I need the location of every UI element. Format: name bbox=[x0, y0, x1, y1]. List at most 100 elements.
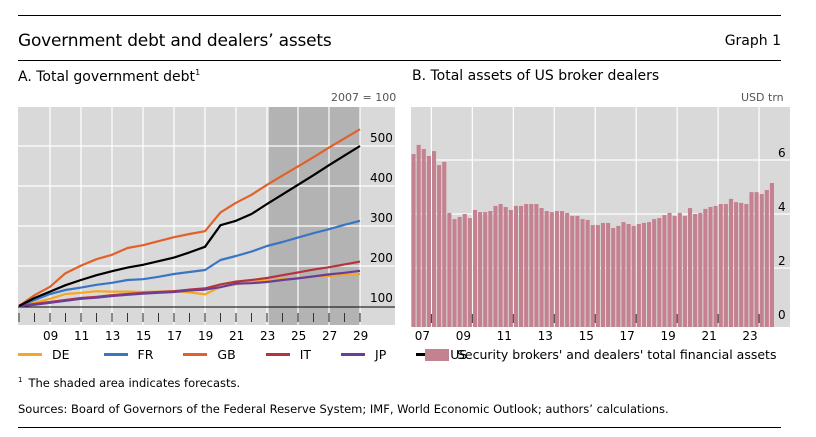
bar bbox=[672, 215, 677, 327]
forecast-shading bbox=[269, 107, 360, 325]
legend-swatch bbox=[183, 353, 208, 356]
x-tick-label: 17 bbox=[167, 329, 182, 343]
legend-label: JP bbox=[375, 347, 387, 362]
bottom-rule bbox=[18, 427, 781, 428]
bar bbox=[734, 202, 739, 327]
panel-b-title: B. Total assets of US broker dealers bbox=[412, 68, 660, 84]
bar bbox=[493, 205, 498, 327]
x-tick-label: 15 bbox=[579, 329, 594, 343]
series-line-fr bbox=[18, 219, 361, 308]
bar bbox=[539, 208, 544, 327]
legend-label: FR bbox=[137, 347, 154, 362]
panel-a-chart: 100 200 300 400 500 09 11 13 15 17 19 21 23 25 27 29 bbox=[18, 107, 395, 343]
x-tick-label: 17 bbox=[620, 329, 635, 343]
bar bbox=[595, 225, 600, 327]
footnote-marker: 1 bbox=[18, 376, 23, 384]
bar bbox=[636, 223, 641, 327]
bar bbox=[698, 212, 703, 327]
x-tick-label: 23 bbox=[260, 329, 275, 343]
legend-item-de: DE bbox=[18, 347, 70, 362]
y-tick-label: 400 bbox=[370, 171, 393, 185]
legend-swatch bbox=[341, 353, 366, 356]
legend-item-it: IT bbox=[265, 347, 312, 362]
panel-a-unit: 2007 = 100 bbox=[331, 91, 397, 104]
x-tick-label: 11 bbox=[74, 329, 89, 343]
legend-swatch bbox=[265, 353, 290, 356]
x-tick-label: 25 bbox=[291, 329, 306, 343]
bar bbox=[534, 204, 539, 327]
top-rule bbox=[18, 15, 781, 16]
y-tick-label: 300 bbox=[370, 211, 393, 225]
bar bbox=[503, 206, 508, 327]
legend-item-fr: FR bbox=[103, 347, 154, 362]
bar bbox=[723, 204, 728, 327]
legend-label: US bbox=[450, 347, 468, 362]
bar bbox=[478, 212, 483, 327]
legend-swatch bbox=[18, 353, 42, 356]
x-tick-label: 07 bbox=[415, 329, 430, 343]
y-tick-label: 200 bbox=[370, 251, 393, 265]
bar bbox=[431, 151, 437, 327]
bar bbox=[570, 215, 575, 327]
bar bbox=[677, 212, 682, 327]
bar bbox=[452, 219, 457, 327]
bar bbox=[519, 205, 524, 327]
footnote: 1 The shaded area indicates forecasts. bbox=[18, 376, 240, 390]
y-tick-label: 2 bbox=[778, 254, 786, 268]
bar bbox=[631, 225, 636, 327]
bar bbox=[667, 212, 672, 327]
panel-a-title: A. Total government debt1 bbox=[18, 68, 200, 85]
graph-number: Graph 1 bbox=[724, 33, 781, 49]
legend-label: GB bbox=[217, 347, 236, 362]
bar bbox=[641, 222, 646, 327]
panel-a-legend: DE FR GB IT JP US bbox=[18, 347, 497, 362]
bar bbox=[657, 218, 662, 327]
legend-label: IT bbox=[299, 347, 312, 362]
bar bbox=[447, 212, 452, 327]
panel-b-chart: 0 2 4 6 07 09 11 13 15 17 19 21 23 bbox=[411, 107, 790, 343]
y-tick-label: 4 bbox=[778, 200, 786, 214]
series-line-gb bbox=[18, 128, 361, 307]
bar bbox=[544, 211, 549, 327]
bar bbox=[565, 212, 570, 327]
bar bbox=[600, 222, 606, 327]
panel-b-legend: Security brokers' and dealers' total fin… bbox=[425, 347, 776, 362]
panel-b-unit: USD trn bbox=[741, 91, 784, 104]
legend-swatch-broker-assets bbox=[425, 348, 449, 361]
x-tick-label: 19 bbox=[198, 329, 213, 343]
footnote-text: The shaded area indicates forecasts. bbox=[28, 376, 241, 390]
x-tick-label: 23 bbox=[742, 329, 757, 343]
x-tick-label: 11 bbox=[497, 329, 512, 343]
bar bbox=[652, 219, 657, 327]
bar bbox=[621, 222, 626, 327]
bar bbox=[472, 209, 478, 327]
y-tick-label: 0 bbox=[778, 308, 786, 322]
bar bbox=[611, 228, 616, 327]
panel-a-title-text: A. Total government debt bbox=[18, 69, 196, 85]
legend-label-broker-assets: Security brokers' and dealers' total fin… bbox=[457, 347, 777, 362]
bar bbox=[462, 214, 467, 327]
legend-label: DE bbox=[52, 347, 70, 362]
bar bbox=[508, 209, 513, 327]
x-tick-label: 19 bbox=[661, 329, 676, 343]
bar bbox=[488, 211, 493, 327]
bar bbox=[554, 211, 559, 327]
bar bbox=[529, 204, 534, 327]
bar bbox=[647, 222, 652, 327]
y-tick-label: 100 bbox=[370, 291, 393, 305]
panel-a-footnote-marker: 1 bbox=[195, 68, 201, 77]
bar bbox=[437, 165, 442, 327]
bar bbox=[718, 204, 723, 327]
bar bbox=[759, 194, 764, 327]
bar bbox=[754, 192, 759, 327]
legend-item-gb: GB bbox=[183, 347, 236, 362]
bar bbox=[426, 155, 431, 327]
x-tick-label: 29 bbox=[353, 329, 368, 343]
bar bbox=[687, 208, 693, 327]
bar bbox=[411, 154, 416, 327]
y-tick-label: 6 bbox=[778, 146, 786, 160]
bar bbox=[662, 215, 667, 327]
y-tick-label: 500 bbox=[370, 131, 393, 145]
bar bbox=[693, 214, 698, 327]
bar bbox=[442, 161, 447, 327]
